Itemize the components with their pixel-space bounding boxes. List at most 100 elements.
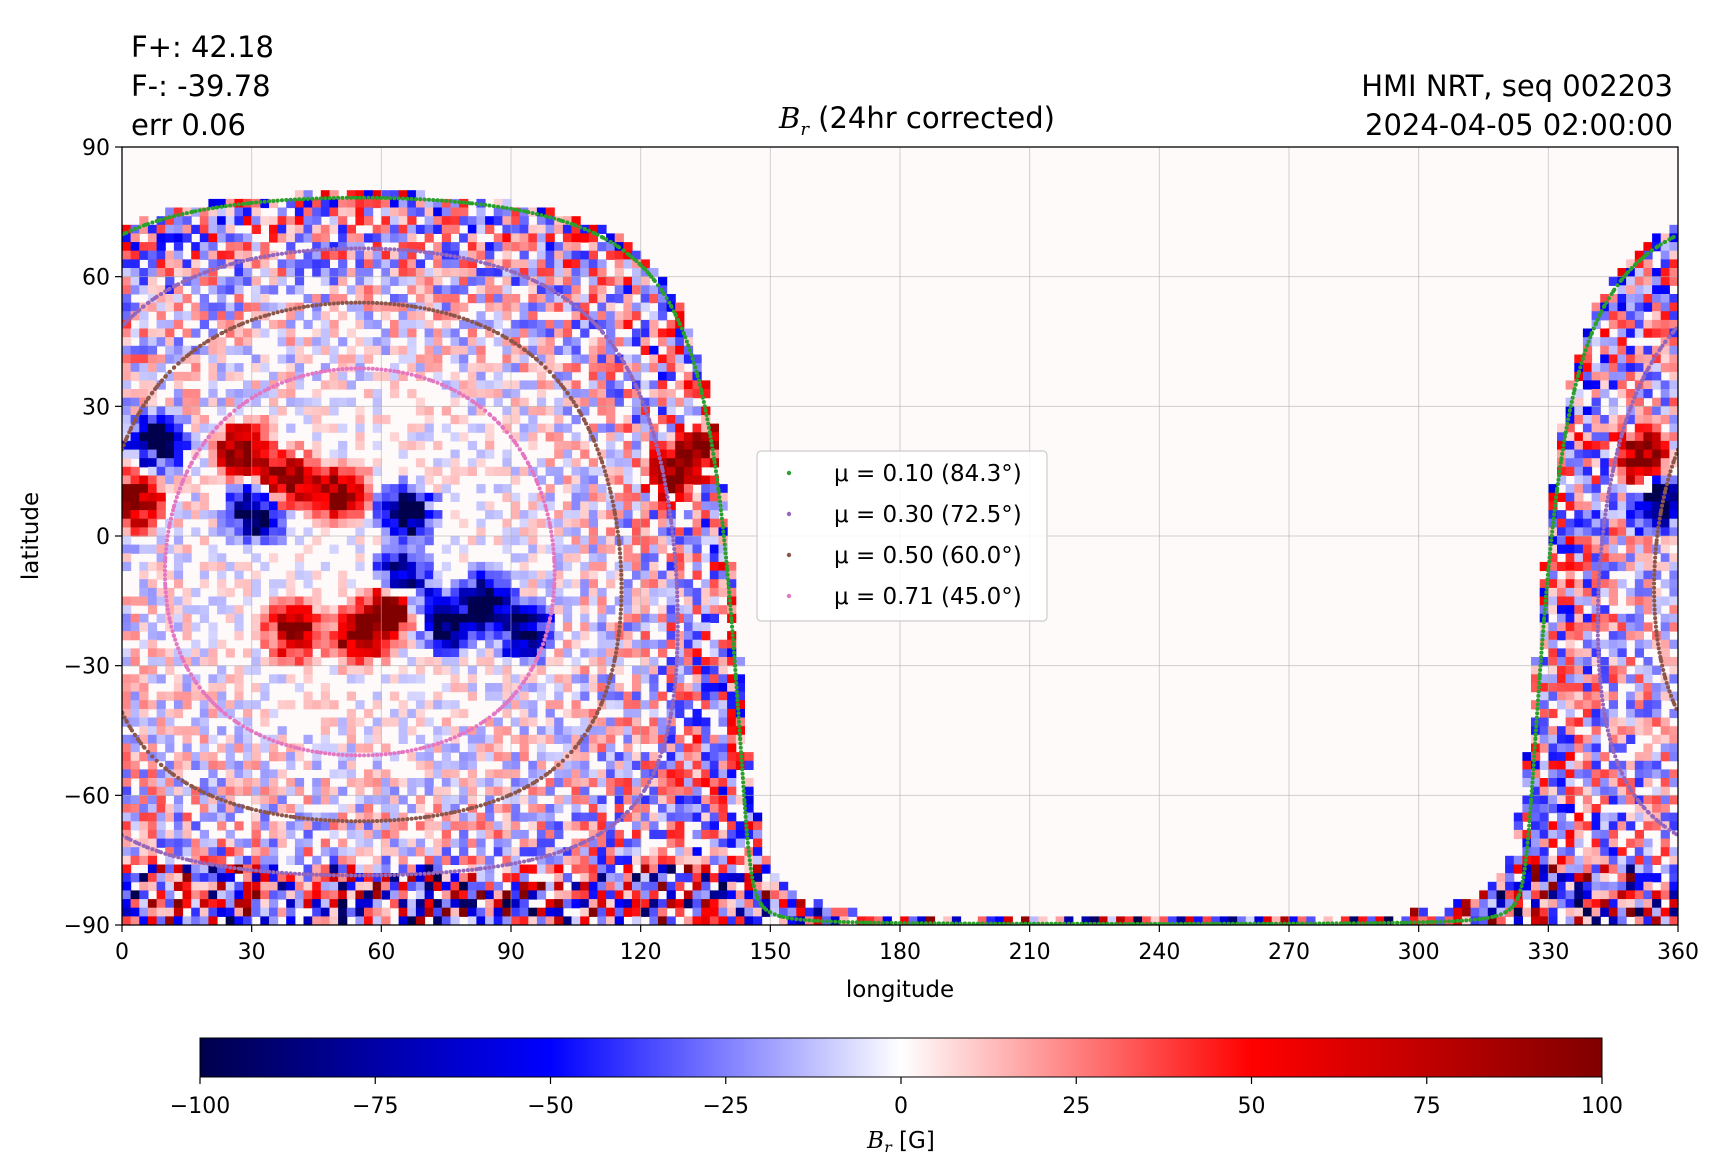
heatmap-cell (701, 536, 711, 546)
heatmap-cell (536, 691, 547, 701)
heatmap-cell (632, 622, 642, 632)
heatmap-cell (1652, 397, 1662, 407)
heatmap-cell (450, 743, 460, 753)
heatmap-cell (709, 613, 719, 623)
heatmap-cell (675, 354, 685, 364)
heatmap-cell (130, 743, 140, 753)
heatmap-cell (1626, 613, 1636, 623)
heatmap-cell (130, 613, 140, 623)
heatmap-cell (1600, 881, 1610, 891)
heatmap-cell (269, 864, 279, 874)
heatmap-cell (1591, 743, 1601, 753)
heatmap-cell (346, 873, 356, 883)
heatmap-cell (562, 553, 573, 563)
heatmap-cell (1548, 726, 1558, 736)
heatmap-cell (459, 250, 469, 260)
heatmap-cell (597, 492, 607, 502)
heatmap-cell (571, 458, 581, 468)
heatmap-cell (675, 631, 685, 641)
heatmap-cell (346, 881, 356, 891)
heatmap-cell (640, 319, 650, 330)
heatmap-cell (476, 276, 486, 286)
heatmap-cell (1557, 596, 1567, 606)
heatmap-cell (554, 518, 564, 528)
heatmap-cell (372, 769, 382, 779)
heatmap-cell (562, 501, 573, 511)
heatmap-cell (139, 268, 149, 278)
heatmap-cell (571, 354, 581, 364)
heatmap-cell (632, 804, 642, 814)
heatmap-cell (286, 354, 296, 364)
heatmap-cell (407, 337, 417, 347)
heatmap-cell (1574, 510, 1584, 520)
heatmap-cell (623, 579, 633, 589)
heatmap-cell (1591, 527, 1601, 537)
heatmap-cell (1600, 587, 1610, 598)
heatmap-cell (1522, 778, 1532, 788)
heatmap-cell (1617, 726, 1627, 736)
heatmap-cell (286, 345, 296, 355)
heatmap-cell (147, 778, 158, 788)
heatmap-cell (217, 596, 227, 606)
heatmap-cell (1548, 622, 1558, 632)
heatmap-cell (225, 389, 235, 399)
heatmap-cell (519, 873, 529, 883)
heatmap-cell (562, 440, 573, 451)
heatmap-cell (606, 691, 616, 701)
heatmap-cell (562, 795, 573, 805)
heatmap-cell (502, 242, 512, 252)
heatmap-cell (130, 674, 140, 684)
heatmap-cell (1617, 786, 1627, 796)
heatmap-cell (329, 639, 339, 649)
heatmap-cell (260, 743, 270, 753)
heatmap-cell (493, 596, 503, 606)
heatmap-cell (390, 639, 400, 649)
heatmap-cell (502, 406, 512, 416)
heatmap-cell (381, 838, 391, 848)
heatmap-cell (320, 328, 330, 338)
heatmap-cell (234, 492, 244, 502)
heatmap-cell (1557, 674, 1567, 684)
heatmap-cell (122, 838, 132, 848)
heatmap-cell (441, 639, 451, 649)
heatmap-cell (640, 259, 650, 269)
heatmap-cell (320, 527, 330, 537)
heatmap-cell (217, 527, 227, 537)
heatmap-cell (320, 268, 330, 278)
heatmap-cell (329, 544, 339, 554)
heatmap-cell (234, 276, 244, 286)
heatmap-cell (1548, 553, 1558, 563)
heatmap-cell (182, 864, 192, 874)
heatmap-cell (173, 294, 184, 304)
heatmap-cell (407, 518, 417, 528)
heatmap-cell (519, 864, 529, 874)
heatmap-cell (1643, 501, 1653, 511)
heatmap-cell (234, 579, 244, 589)
heatmap-cell (597, 665, 607, 675)
heatmap-cell (718, 639, 728, 649)
heatmap-cell (415, 492, 426, 502)
heatmap-cell (122, 501, 132, 511)
heatmap-cell (225, 881, 235, 891)
heatmap-cell (554, 821, 564, 831)
heatmap-cell (286, 371, 296, 381)
heatmap-cell (424, 769, 434, 779)
heatmap-cell (173, 821, 184, 831)
heatmap-cell (122, 631, 132, 641)
heatmap-cell (1608, 371, 1618, 381)
heatmap-cell (433, 838, 443, 848)
heatmap-cell (260, 760, 270, 770)
heatmap-cell (320, 778, 330, 788)
heatmap-cell (545, 458, 555, 468)
heatmap-cell (424, 760, 434, 770)
heatmap-cell (701, 423, 711, 433)
heatmap-cell (554, 657, 564, 667)
heatmap-cell (640, 276, 650, 286)
heatmap-cell (554, 510, 564, 520)
heatmap-cell (580, 873, 590, 883)
heatmap-cell (208, 380, 218, 390)
heatmap-cell (208, 544, 218, 554)
heatmap-cell (493, 363, 503, 373)
heatmap-cell (1626, 319, 1636, 330)
heatmap-cell (269, 769, 279, 779)
